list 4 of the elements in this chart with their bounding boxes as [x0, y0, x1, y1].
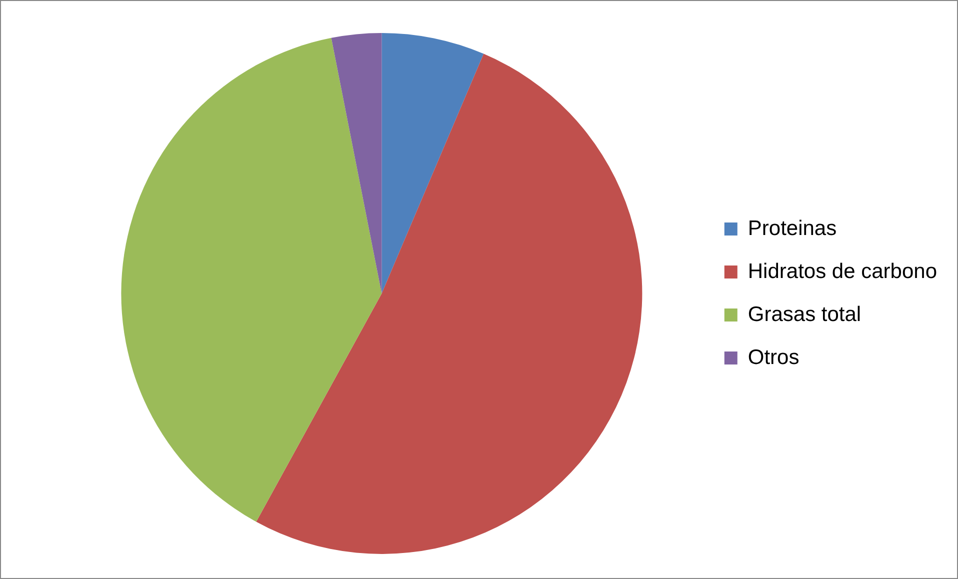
legend-label: Hidratos de carbono [748, 260, 938, 283]
legend-label: Proteinas [748, 216, 837, 240]
legend-label: Otros [748, 346, 800, 369]
legend-label: Grasas total [748, 302, 862, 326]
